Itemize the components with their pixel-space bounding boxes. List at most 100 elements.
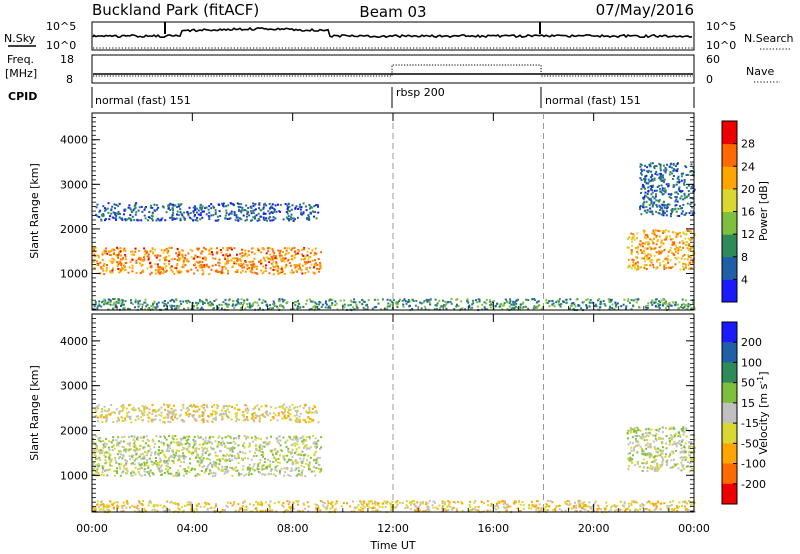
data-cell xyxy=(108,457,111,460)
data-cell xyxy=(129,506,132,509)
data-cell xyxy=(317,258,320,260)
data-cell xyxy=(193,435,196,438)
data-cell xyxy=(151,463,154,466)
data-cell xyxy=(253,412,256,415)
data-cell xyxy=(202,418,205,421)
data-cell xyxy=(249,468,252,471)
data-cell xyxy=(218,413,221,416)
data-cell xyxy=(687,190,690,193)
data-cell xyxy=(641,205,644,208)
data-cell xyxy=(635,256,638,258)
data-cell xyxy=(238,408,241,411)
data-cell xyxy=(146,471,149,474)
data-cell xyxy=(229,502,232,505)
data-cell xyxy=(341,505,343,508)
data-cell xyxy=(645,308,648,311)
data-cell xyxy=(96,305,99,308)
data-cell xyxy=(579,505,582,508)
data-cell xyxy=(224,465,227,468)
data-cell xyxy=(301,461,304,464)
data-cell xyxy=(228,298,231,301)
colorbar-tick-label: 28 xyxy=(741,138,755,151)
data-cell xyxy=(209,303,212,306)
data-cell xyxy=(118,463,121,465)
data-cell xyxy=(352,500,354,503)
data-cell xyxy=(259,417,261,420)
data-cell xyxy=(650,199,653,202)
data-cell xyxy=(252,407,255,410)
data-cell xyxy=(190,268,193,271)
data-cell xyxy=(170,265,173,268)
data-cell xyxy=(264,212,267,215)
data-cell xyxy=(151,420,154,423)
data-cell xyxy=(682,246,685,249)
data-cell xyxy=(105,247,107,250)
data-cell xyxy=(143,247,146,250)
data-cell xyxy=(641,183,644,186)
data-cell xyxy=(175,474,178,477)
data-cell xyxy=(265,264,267,267)
data-cell xyxy=(299,405,302,408)
data-cell xyxy=(245,437,247,440)
data-cell xyxy=(124,417,126,420)
data-cell xyxy=(259,450,262,453)
data-cell xyxy=(667,303,670,306)
data-cell xyxy=(181,449,184,452)
data-cell xyxy=(118,271,121,274)
data-cell xyxy=(312,466,315,469)
data-cell xyxy=(658,204,661,207)
data-cell xyxy=(667,250,670,253)
data-cell xyxy=(180,270,183,273)
data-cell xyxy=(377,302,380,305)
data-cell xyxy=(679,235,682,238)
data-cell xyxy=(640,164,643,166)
data-cell xyxy=(279,203,282,206)
data-cell xyxy=(157,217,160,220)
data-cell xyxy=(647,253,650,256)
data-cell xyxy=(440,305,443,308)
data-cell xyxy=(239,258,241,261)
data-cell xyxy=(124,300,127,303)
data-cell xyxy=(569,298,572,301)
data-cell xyxy=(142,270,145,273)
data-cell xyxy=(616,302,619,305)
data-cell xyxy=(206,406,209,409)
data-cell xyxy=(171,208,174,211)
data-cell xyxy=(125,472,127,475)
data-cell xyxy=(134,213,137,216)
data-cell xyxy=(471,306,474,309)
data-cell xyxy=(650,170,653,173)
data-cell xyxy=(163,302,166,305)
data-cell xyxy=(102,443,105,446)
data-cell xyxy=(101,253,104,256)
data-cell xyxy=(300,474,303,477)
data-cell xyxy=(161,301,164,304)
data-cell xyxy=(676,214,679,217)
data-cell xyxy=(240,457,243,460)
data-cell xyxy=(240,271,242,274)
data-cell xyxy=(182,256,185,259)
data-cell xyxy=(236,300,239,303)
data-cell xyxy=(489,299,491,302)
data-cell xyxy=(651,213,654,216)
data-cell xyxy=(662,249,665,252)
data-cell xyxy=(124,255,127,258)
data-cell xyxy=(259,438,262,441)
data-cell xyxy=(187,214,190,217)
data-cell xyxy=(171,459,174,462)
data-cell xyxy=(156,303,158,306)
data-cell xyxy=(558,304,561,307)
data-cell xyxy=(239,450,242,453)
data-cell xyxy=(319,448,321,450)
data-cell xyxy=(276,461,279,464)
data-cell xyxy=(230,442,233,444)
data-cell xyxy=(312,435,315,437)
data-cell xyxy=(276,450,279,453)
data-cell xyxy=(636,247,639,250)
data-cell xyxy=(457,501,460,504)
data-cell xyxy=(227,259,230,262)
data-cell xyxy=(419,301,422,304)
data-cell xyxy=(228,254,231,257)
colorbar-swatch xyxy=(722,234,737,258)
data-cell xyxy=(658,307,661,310)
